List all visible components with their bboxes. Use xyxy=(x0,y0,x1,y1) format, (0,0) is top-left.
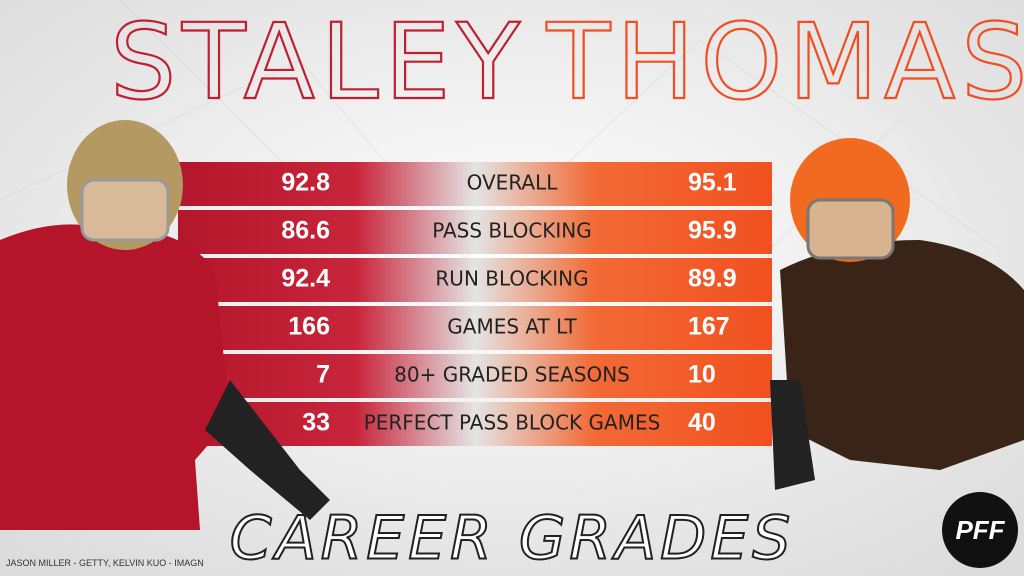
right-value: 10 xyxy=(688,361,716,389)
right-value: 95.9 xyxy=(688,217,737,245)
row-band xyxy=(178,258,772,302)
row-band xyxy=(178,306,772,350)
stat-label: 80+ GRADED SEASONS xyxy=(394,363,630,387)
right-value: 40 xyxy=(688,409,716,437)
footer-title: CAREER GRADES xyxy=(230,504,795,574)
stat-label: OVERALL xyxy=(467,171,559,195)
right-player-image xyxy=(770,138,1024,490)
stat-label: PASS BLOCKING xyxy=(432,219,592,243)
row-band xyxy=(178,210,772,254)
row-band xyxy=(178,162,772,206)
left-value: 33 xyxy=(302,409,330,437)
stat-label: GAMES AT LT xyxy=(447,315,577,339)
left-player-image xyxy=(0,120,330,530)
left-value: 92.8 xyxy=(281,169,330,197)
left-value: 7 xyxy=(316,361,330,389)
logo: PFF xyxy=(955,515,1005,545)
right-value: 167 xyxy=(688,313,730,341)
left-player-name: STALEY xyxy=(110,1,526,123)
row-band xyxy=(178,402,772,446)
left-value: 86.6 xyxy=(281,217,330,245)
row-band xyxy=(178,354,772,398)
logo-badge xyxy=(942,492,1018,568)
left-value: 166 xyxy=(288,313,330,341)
right-value: 95.1 xyxy=(688,169,737,197)
right-value: 89.9 xyxy=(688,265,737,293)
stat-label: PERFECT PASS BLOCK GAMES xyxy=(364,411,661,435)
stats-table: 92.8 OVERALL 95.1 86.6 PASS BLOCKING 95.9 92.4… xyxy=(178,162,772,446)
left-value: 92.4 xyxy=(281,265,330,293)
photo-credit: JASON MILLER - GETTY, KELVIN KUO - IMAGN xyxy=(6,558,204,568)
stat-label: RUN BLOCKING xyxy=(435,267,588,291)
right-player-name: THOMAS xyxy=(546,1,1024,123)
